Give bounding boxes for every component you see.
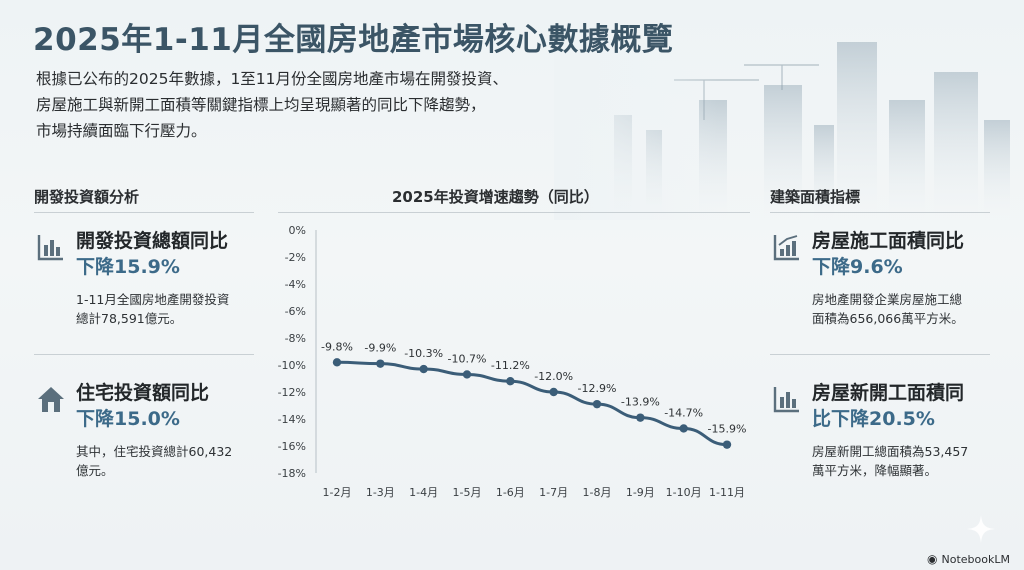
card-name: 開發投資總額同比 (76, 230, 229, 252)
right-section-title: 建築面積指標 (770, 188, 861, 206)
card-value: 下降15.0% (76, 408, 180, 430)
chart-title-divider (278, 212, 750, 213)
investment-growth-line-chart: 0% -2% -4% -6% -8% -10% -12% -14% -16% -18% 1-2月 1-… (278, 224, 747, 499)
residential-investment-card: 住宅投資額同比 下降15.0% 其中，住宅投資總計60,432 億元。 (36, 380, 266, 480)
chart-title: 2025年投資增速趨勢（同比） (392, 188, 599, 206)
y-tick-label: -6% (285, 305, 306, 318)
desc-line: 1-11月全國房地產開發投資 (76, 292, 230, 307)
desc-line: 房地產開發企業房屋施工總 (812, 292, 963, 307)
desc-line: 面積為656,066萬平方米。 (812, 311, 964, 326)
card-name: 房屋施工面積同比 (812, 230, 965, 252)
intro-line: 市場持續面臨下行壓力。 (36, 122, 207, 140)
x-tick-label: 1-3月 (366, 486, 395, 499)
x-tick-label: 1-8月 (583, 486, 612, 499)
card-description: 1-11月全國房地產開發投資 總計78,591億元。 (76, 290, 266, 328)
data-point (376, 359, 385, 368)
y-tick-label: 0% (289, 224, 306, 237)
page-title: 2025年1-11月全國房地產市場核心數據概覽 (33, 22, 674, 58)
card-divider (770, 354, 990, 355)
desc-line: 萬平方米，降幅顯著。 (812, 463, 938, 478)
card-description: 其中，住宅投資總計60,432 億元。 (76, 442, 266, 480)
data-point (506, 377, 515, 386)
data-point (679, 424, 688, 433)
y-tick-label: -14% (278, 413, 306, 426)
right-section-divider (770, 212, 990, 213)
card-name: 房屋新開工面積同 (812, 382, 965, 404)
left-section-divider (34, 212, 254, 213)
data-point (462, 370, 472, 379)
new-construction-card: 房屋新開工面積同 比下降20.5% 房屋新開工總面積為53,457 萬平方米，降… (772, 380, 1002, 480)
city-skyline-image (554, 30, 1024, 220)
brand-label: NotebookLM (941, 552, 1010, 566)
bar-chart-icon (773, 387, 799, 413)
data-point (332, 358, 342, 367)
data-label: -14.7% (664, 406, 703, 419)
card-description: 房屋新開工總面積為53,457 萬平方米，降幅顯著。 (812, 442, 1002, 480)
y-tick-label: -16% (278, 440, 306, 453)
construction-area-card: 房屋施工面積同比 下降9.6% 房地產開發企業房屋施工總 面積為656,066萬… (772, 228, 1002, 328)
x-tick-label: 1-10月 (666, 486, 702, 499)
rising-chart-icon (773, 235, 799, 261)
desc-line: 房屋新開工總面積為53,457 (812, 444, 969, 459)
intro-line: 房屋施工與新開工面積等關鍵指標上均呈現顯著的同比下降趨勢， (36, 96, 486, 114)
x-tick-label: 1-4月 (409, 486, 438, 499)
data-label: -12.9% (578, 382, 617, 395)
series-line (335, 360, 729, 447)
data-label: -12.0% (534, 370, 573, 383)
desc-line: 其中，住宅投資總計60,432 (76, 444, 233, 459)
investment-total-card: 開發投資總額同比 下降15.9% 1-11月全國房地產開發投資 總計78,591… (36, 228, 266, 328)
data-label: -11.2% (491, 359, 530, 372)
data-label: -10.7% (448, 352, 487, 365)
y-tick-label: -12% (278, 386, 306, 399)
bar-chart-icon (37, 235, 63, 261)
data-point (419, 364, 428, 374)
data-point (722, 440, 732, 449)
data-label: -9.9% (364, 342, 396, 355)
card-divider (34, 354, 254, 355)
y-tick-label: -4% (285, 278, 306, 291)
data-point (592, 399, 602, 409)
y-tick-label: -2% (285, 251, 306, 264)
x-tick-label: 1-5月 (453, 486, 482, 499)
card-description: 房地產開發企業房屋施工總 面積為656,066萬平方米。 (812, 290, 1002, 328)
card-value: 比下降20.5% (812, 408, 935, 430)
x-tick-label: 1-9月 (626, 486, 655, 499)
intro-line: 根據已公布的2025年數據，1至11月份全國房地產市場在開發投資、 (36, 70, 509, 88)
sparkle-icon (967, 515, 995, 543)
data-label: -10.3% (404, 347, 443, 360)
data-label: -15.9% (708, 423, 747, 436)
brand-watermark: ◉ NotebookLM (927, 552, 1010, 566)
card-value: 下降15.9% (76, 256, 180, 278)
y-tick-label: -10% (278, 359, 306, 372)
data-point (636, 413, 645, 422)
desc-line: 億元。 (76, 463, 114, 478)
card-value: 下降9.6% (812, 256, 903, 278)
left-section-title: 開發投資額分析 (34, 188, 140, 206)
data-label: -9.8% (321, 340, 353, 353)
x-tick-label: 1-7月 (539, 486, 568, 499)
card-name: 住宅投資額同比 (76, 382, 210, 404)
house-icon (38, 387, 64, 412)
intro-paragraph: 根據已公布的2025年數據，1至11月份全國房地產市場在開發投資、 房屋施工與新… (36, 66, 596, 144)
x-tick-label: 1-6月 (496, 486, 525, 499)
data-point (549, 387, 558, 397)
x-tick-label: 1-11月 (709, 486, 745, 499)
y-tick-label: -8% (285, 332, 306, 345)
notebook-logo-icon: ◉ (927, 552, 938, 566)
desc-line: 總計78,591億元。 (76, 311, 183, 326)
x-tick-label: 1-2月 (323, 486, 352, 499)
y-tick-label: -18% (278, 467, 306, 480)
data-label: -13.9% (621, 396, 660, 409)
